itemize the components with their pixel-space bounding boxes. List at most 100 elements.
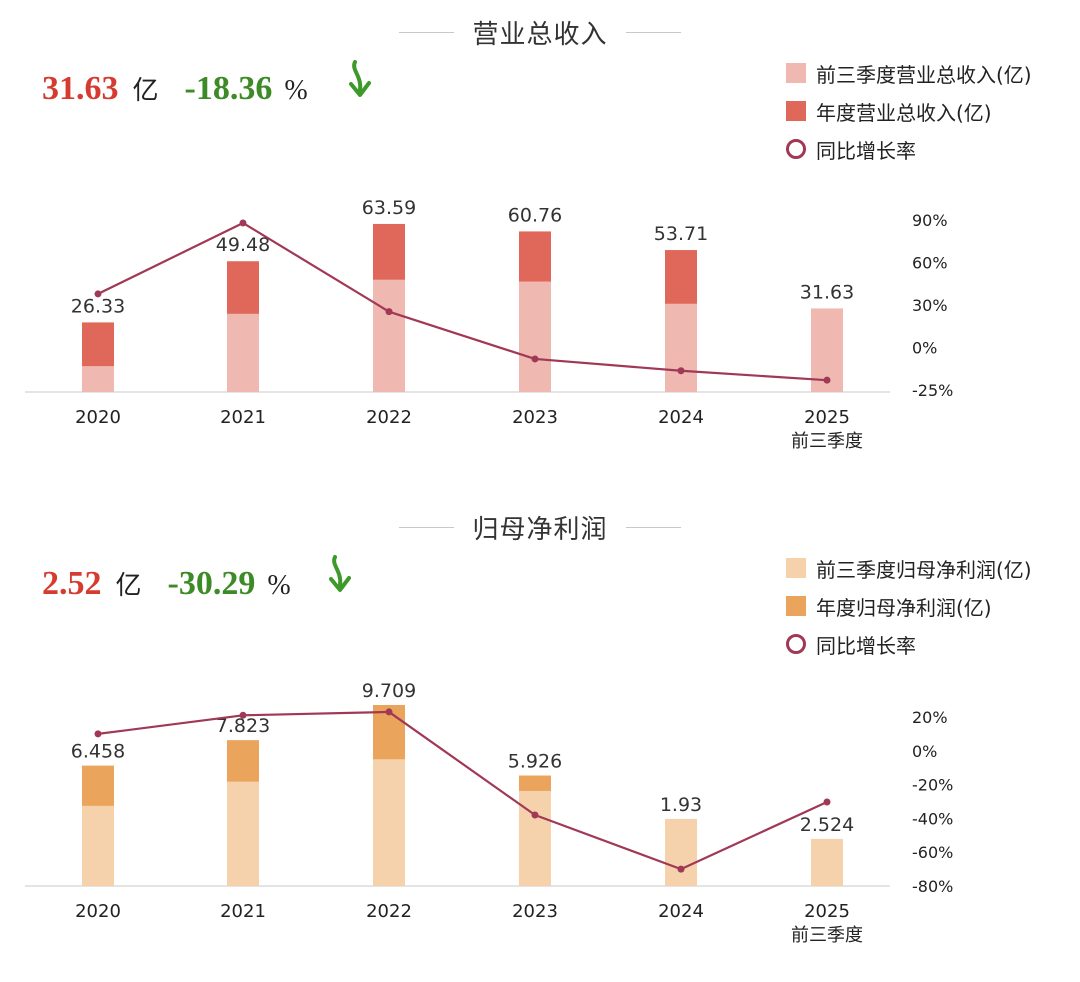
bar-value-label: 5.926	[508, 751, 562, 773]
legend-label: 同比增长率	[816, 138, 916, 163]
title-divider-left	[399, 526, 455, 528]
net-profit-plot: 6.458 2020 7.823 2021 9.709 2022 5.926 2023 1.93…	[25, 680, 953, 946]
title-divider-right	[625, 526, 681, 528]
ytd-bar	[82, 366, 114, 392]
bar-value-label: 60.76	[508, 204, 562, 226]
growth-rate-point	[239, 711, 247, 719]
ytd-bar	[227, 781, 259, 886]
legend: 前三季度归母净利润(亿) 年度归母净利润(亿) 同比增长率	[786, 549, 1032, 663]
legend-ring-icon	[786, 634, 806, 654]
legend-label: 同比增长率	[816, 633, 916, 658]
x-tick-label: 2024	[658, 901, 704, 922]
ytd-bar	[519, 281, 551, 392]
legend-ring-icon	[786, 139, 806, 159]
rate-tick-label: 30%	[912, 296, 948, 315]
legend-label: 前三季度归母净利润(亿)	[816, 557, 1032, 582]
growth-rate-point	[823, 376, 831, 384]
ytd-bar	[82, 805, 114, 886]
summary-change: -30.29	[167, 565, 256, 602]
revenue-panel: 营业总收入 31.63 亿 -18.36 % 前三季度营业总收入(亿) 年度营业…	[0, 0, 1080, 490]
summary-change-unit: %	[284, 75, 308, 106]
revenue-plot: 26.33 2020 49.48 2021 63.59 2022 60.76 2023 53.7…	[25, 197, 953, 452]
bar-value-label: 53.71	[654, 223, 708, 245]
rate-tick-label: -60%	[912, 843, 953, 862]
x-tick-label: 前三季度	[791, 925, 863, 946]
legend-item: 前三季度营业总收入(亿)	[786, 54, 1032, 92]
growth-rate-point	[239, 219, 247, 227]
rate-tick-label: -80%	[912, 877, 953, 896]
summary-unit: 亿	[115, 571, 142, 601]
summary-line: 2.52 亿 -30.29 %	[42, 555, 351, 611]
bar-value-label: 2.524	[800, 814, 854, 836]
growth-rate-point	[94, 290, 102, 298]
ytd-bar	[811, 838, 843, 886]
legend-item: 同比增长率	[786, 130, 1032, 168]
x-tick-label: 2024	[658, 407, 704, 428]
legend-swatch	[786, 558, 806, 578]
growth-rate-point	[677, 865, 685, 873]
growth-rate-point	[823, 798, 831, 806]
x-tick-label: 2025	[804, 407, 850, 428]
rate-tick-label: 0%	[912, 339, 937, 358]
net-profit-panel: 归母净利润 2.52 亿 -30.29 % 前三季度归母净利润(亿) 年度归母净…	[0, 495, 1080, 982]
growth-rate-point	[531, 811, 539, 819]
legend-label: 年度归母净利润(亿)	[816, 595, 992, 620]
rate-tick-label: -25%	[912, 381, 953, 400]
legend-swatch	[786, 596, 806, 616]
bar-value-label: 9.709	[362, 680, 416, 702]
ytd-bar	[227, 313, 259, 392]
bar-value-label: 1.93	[660, 794, 702, 816]
rate-tick-label: 60%	[912, 254, 948, 273]
x-tick-label: 2020	[75, 407, 121, 428]
rate-tick-label: 0%	[912, 742, 937, 761]
legend-label: 前三季度营业总收入(亿)	[816, 62, 1032, 87]
ytd-bar	[665, 303, 697, 392]
legend-swatch	[786, 101, 806, 121]
growth-rate-point	[677, 367, 685, 375]
x-tick-label: 2022	[366, 901, 412, 922]
x-tick-label: 2023	[512, 901, 558, 922]
growth-rate-point	[385, 308, 393, 316]
down-arrow-icon	[349, 60, 371, 97]
title-divider-right	[625, 31, 681, 33]
bar-value-label: 63.59	[362, 197, 416, 219]
x-tick-label: 2022	[366, 407, 412, 428]
bar-value-label: 49.48	[216, 234, 270, 256]
x-tick-label: 2021	[220, 407, 266, 428]
legend-item: 年度归母净利润(亿)	[786, 587, 1032, 625]
growth-rate-point	[94, 730, 102, 738]
legend-item: 年度营业总收入(亿)	[786, 92, 1032, 130]
legend-item: 前三季度归母净利润(亿)	[786, 549, 1032, 587]
summary-value: 2.52	[42, 565, 102, 602]
rate-tick-label: 90%	[912, 211, 948, 230]
summary-line: 31.63 亿 -18.36 %	[42, 60, 371, 116]
legend-swatch	[786, 63, 806, 83]
ytd-bar	[519, 790, 551, 886]
x-tick-label: 2023	[512, 407, 558, 428]
x-tick-label: 2025	[804, 901, 850, 922]
bar-value-label: 26.33	[71, 295, 125, 317]
summary-unit: 亿	[132, 76, 159, 106]
legend-item: 同比增长率	[786, 625, 1032, 663]
chart-title: 归母净利润	[472, 514, 608, 545]
bar-value-label: 7.823	[216, 715, 270, 737]
summary-change: -18.36	[184, 70, 273, 107]
ytd-bar	[665, 818, 697, 886]
x-tick-label: 前三季度	[791, 431, 863, 452]
growth-rate-line	[97, 710, 828, 871]
ytd-bar	[373, 279, 405, 392]
down-arrow-icon	[329, 555, 351, 592]
growth-rate-point	[385, 708, 393, 716]
bar-value-label: 31.63	[800, 281, 854, 303]
growth-rate-point	[531, 355, 539, 363]
chart-title: 营业总收入	[472, 19, 608, 50]
summary-value: 31.63	[42, 70, 119, 107]
x-tick-label: 2020	[75, 901, 121, 922]
legend: 前三季度营业总收入(亿) 年度营业总收入(亿) 同比增长率	[786, 54, 1032, 168]
x-tick-label: 2021	[220, 901, 266, 922]
rate-tick-label: 20%	[912, 708, 948, 727]
legend-label: 年度营业总收入(亿)	[816, 100, 992, 125]
title-divider-left	[399, 31, 455, 33]
rate-tick-label: -20%	[912, 776, 953, 795]
growth-rate-line	[97, 221, 828, 382]
